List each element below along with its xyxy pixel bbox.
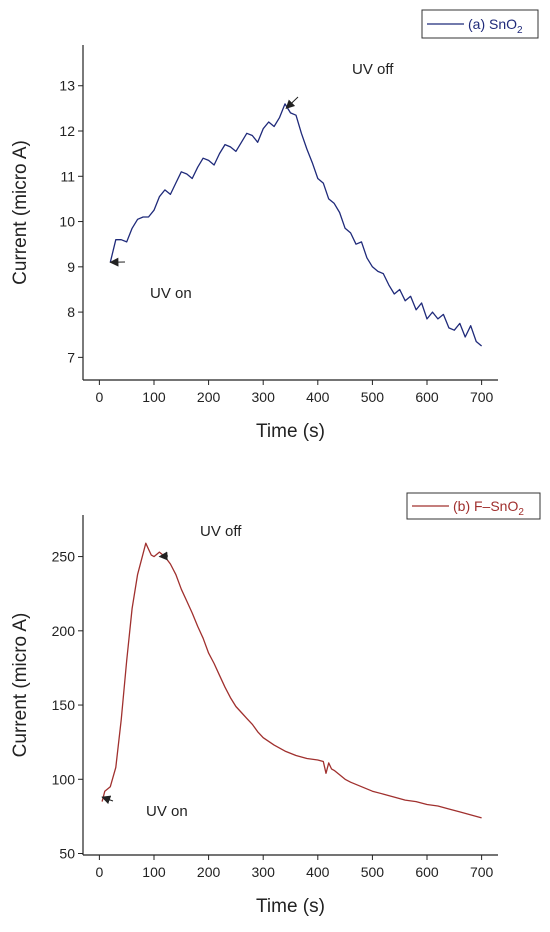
y-tick-label: 50 bbox=[59, 846, 75, 862]
y-tick-label: 100 bbox=[52, 771, 76, 787]
x-tick-label: 100 bbox=[142, 864, 166, 880]
x-axis-label: Time (s) bbox=[256, 421, 325, 442]
annotation-label: UV off bbox=[200, 523, 242, 540]
y-tick-label: 8 bbox=[67, 304, 75, 320]
y-tick-label: 10 bbox=[59, 214, 75, 230]
annotation-label: UV on bbox=[146, 803, 188, 820]
x-tick-label: 700 bbox=[470, 864, 494, 880]
x-tick-label: 600 bbox=[415, 864, 439, 880]
annotation-arrow bbox=[102, 797, 113, 801]
y-tick-label: 11 bbox=[60, 168, 75, 184]
x-tick-label: 300 bbox=[252, 864, 276, 880]
x-tick-label: 0 bbox=[95, 864, 103, 880]
series-line-b bbox=[102, 543, 482, 818]
annotation-arrow bbox=[159, 556, 168, 557]
x-tick-label: 100 bbox=[142, 389, 166, 405]
x-tick-label: 200 bbox=[197, 389, 221, 405]
y-axis-label: Current (micro A) bbox=[10, 613, 31, 758]
x-tick-label: 700 bbox=[470, 389, 494, 405]
y-tick-label: 250 bbox=[52, 549, 76, 565]
series-line-a bbox=[110, 104, 481, 346]
x-tick-label: 300 bbox=[252, 389, 276, 405]
x-tick-label: 400 bbox=[306, 389, 330, 405]
annotation-label: UV on bbox=[150, 285, 192, 302]
chart-panel-b: 0 100 200 300 400 500 600 700 50 100 150 200 250 Time… bbox=[10, 493, 540, 917]
x-tick-label: 600 bbox=[415, 389, 439, 405]
y-tick-label: 200 bbox=[52, 623, 76, 639]
y-axis-label: Current (micro A) bbox=[10, 140, 31, 285]
x-tick-label: 400 bbox=[306, 864, 330, 880]
x-axis-label: Time (s) bbox=[256, 896, 325, 917]
x-tick-label: 500 bbox=[361, 389, 385, 405]
y-tick-label: 13 bbox=[59, 78, 75, 94]
x-tick-label: 0 bbox=[95, 389, 103, 405]
y-tick-label: 9 bbox=[67, 259, 75, 275]
annotation-arrow bbox=[286, 97, 298, 108]
annotation-label: UV off bbox=[352, 61, 394, 78]
legend: (b) F–SnO2 bbox=[407, 493, 540, 519]
x-tick-label: 200 bbox=[197, 864, 221, 880]
legend: (a) SnO2 bbox=[422, 10, 538, 38]
y-tick-label: 12 bbox=[59, 123, 75, 139]
y-tick-label: 150 bbox=[52, 697, 76, 713]
x-tick-label: 500 bbox=[361, 864, 385, 880]
chart-panel-a: 0 100 200 300 400 500 600 700 7 8 9 10 11 12 13 Time (s… bbox=[10, 10, 538, 442]
y-tick-label: 7 bbox=[67, 349, 75, 365]
